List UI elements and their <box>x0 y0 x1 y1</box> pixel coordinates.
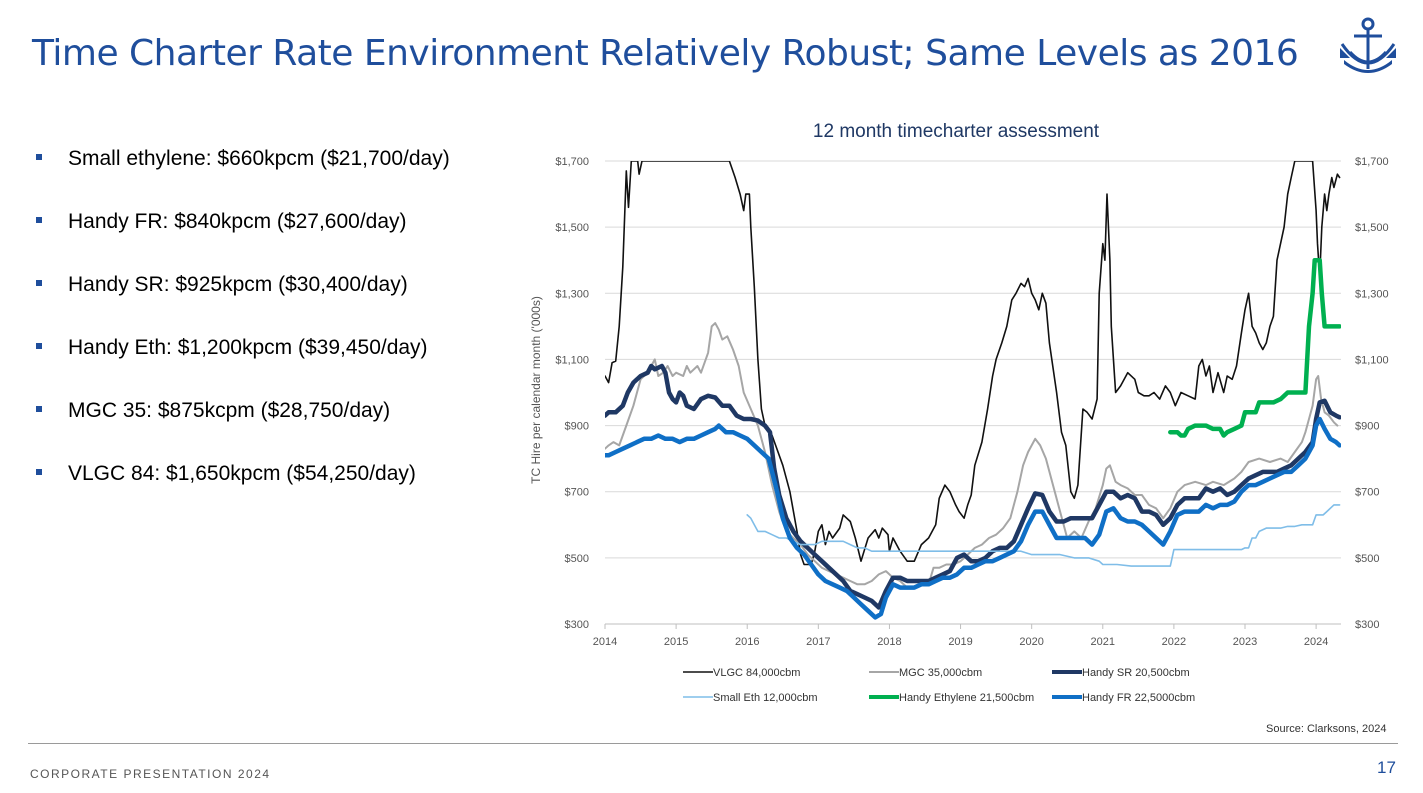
x-tick-label: 2022 <box>1162 636 1186 648</box>
x-tick-label: 2015 <box>664 636 688 648</box>
y-tick-label-right: $1,300 <box>1355 288 1389 300</box>
series-line-3 <box>746 504 1341 567</box>
x-tick-label: 2023 <box>1233 636 1257 648</box>
y-tick-label-right: $1,500 <box>1355 222 1389 234</box>
legend-label: MGC 35,000cbm <box>899 667 982 679</box>
bullet-text: VLGC 84: $1,650kpcm ($54,250/day) <box>68 462 416 485</box>
bullet-text: Handy Eth: $1,200kpcm ($39,450/day) <box>68 336 428 359</box>
bullet-square-icon <box>36 406 42 412</box>
series-line-0 <box>605 161 1341 566</box>
bullet-text: Handy FR: $840kpcm ($27,600/day) <box>68 210 407 233</box>
bullet-text: Handy SR: $925kpcm ($30,400/day) <box>68 273 408 296</box>
bullet-square-icon <box>36 343 42 349</box>
series-line-2 <box>605 363 1341 610</box>
x-tick-label: 2020 <box>1019 636 1043 648</box>
y-tick-label-left: $1,500 <box>555 222 589 234</box>
x-tick-label: 2017 <box>806 636 830 648</box>
footer-label: CORPORATE PRESENTATION 2024 <box>30 767 271 781</box>
y-tick-label-left: $900 <box>565 421 589 433</box>
series-line-4 <box>1168 257 1341 438</box>
x-tick-label: 2024 <box>1304 636 1328 648</box>
x-tick-label: 2021 <box>1091 636 1115 648</box>
chart-legend: VLGC 84,000cbm MGC 35,000cbm Handy SR 20,5… <box>683 667 1195 704</box>
axis-ticks: $300 $300 $500 $500 $700 $700 $900 $900 $1,100 $1… <box>555 156 1388 648</box>
legend-label: Small Eth 12,000cbm <box>713 692 818 704</box>
y-tick-label-right: $700 <box>1355 487 1379 499</box>
footer-divider <box>28 743 1398 744</box>
y-tick-label-left: $300 <box>565 619 589 631</box>
y-tick-label-left: $1,700 <box>555 156 589 168</box>
y-axis-label: TC Hire per calendar month ('000s) <box>529 296 543 484</box>
bullet-square-icon <box>36 154 42 160</box>
x-tick-label: 2019 <box>948 636 972 648</box>
sextant-logo-icon <box>1340 17 1396 73</box>
y-tick-label-right: $300 <box>1355 619 1379 631</box>
x-tick-label: 2014 <box>593 636 617 648</box>
y-tick-label-right: $1,100 <box>1355 354 1389 366</box>
timecharter-chart: 12 month timecharter assessment TC Hire … <box>529 121 1389 704</box>
slide-title: Time Charter Rate Environment Relatively… <box>32 33 1299 74</box>
y-tick-label-left: $1,300 <box>555 288 589 300</box>
x-tick-label: 2018 <box>877 636 901 648</box>
grid-lines <box>605 160 1341 625</box>
bullet-text: MGC 35: $875kcpm ($28,750/day) <box>68 399 391 422</box>
series-line-5 <box>605 416 1341 620</box>
legend-label: Handy Ethylene 21,500cbm <box>899 692 1034 704</box>
bullet-square-icon <box>36 217 42 223</box>
y-tick-label-left: $1,100 <box>555 354 589 366</box>
bullet-square-icon <box>36 469 42 475</box>
page-number: 17 <box>1377 758 1396 777</box>
legend-label: Handy SR 20,500cbm <box>1082 667 1190 679</box>
legend-label: Handy FR 22,5000cbm <box>1082 692 1195 704</box>
chart-title: 12 month timecharter assessment <box>813 121 1100 142</box>
y-tick-label-right: $500 <box>1355 553 1379 565</box>
series-lines <box>605 161 1341 620</box>
y-tick-label-right: $900 <box>1355 421 1379 433</box>
y-tick-label-left: $500 <box>565 553 589 565</box>
bullet-square-icon <box>36 280 42 286</box>
series-line-1 <box>605 322 1339 589</box>
legend-label: VLGC 84,000cbm <box>713 667 800 679</box>
bullet-text: Small ethylene: $660kpcm ($21,700/day) <box>68 147 450 170</box>
y-tick-label-right: $1,700 <box>1355 156 1389 168</box>
x-tick-label: 2016 <box>735 636 759 648</box>
source-note: Source: Clarksons, 2024 <box>1266 723 1387 735</box>
y-tick-label-left: $700 <box>565 487 589 499</box>
